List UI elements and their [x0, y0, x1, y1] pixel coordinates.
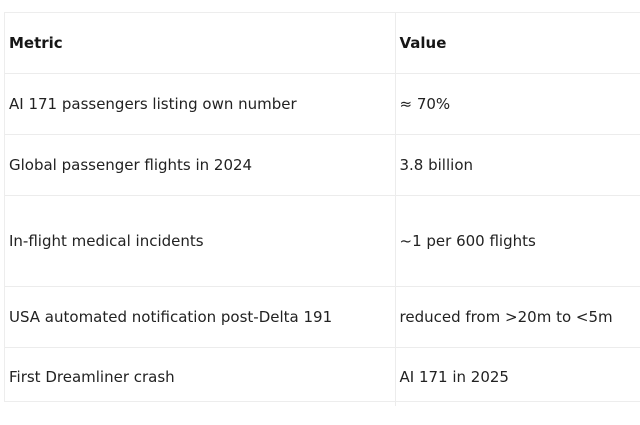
data-table-container: Metric Value AI 171 passengers listing o…	[4, 12, 640, 406]
metrics-table: Metric Value AI 171 passengers listing o…	[5, 13, 640, 406]
value-cell: ~1 per 600 flights	[394, 195, 640, 287]
table-row: In-flight medical incidents ~1 per 600 f…	[5, 195, 640, 287]
metric-cell: USA automated notification post-Delta 19…	[5, 286, 395, 348]
value-cell: AI 171 in 2025	[394, 347, 640, 406]
metric-cell: In-flight medical incidents	[5, 195, 395, 287]
table-row: Global passenger flights in 2024 3.8 bil…	[5, 134, 640, 196]
value-cell: 3.8 billion	[394, 134, 640, 196]
value-cell: ≈ 70%	[394, 73, 640, 135]
table-header-row: Metric Value	[5, 13, 640, 74]
table-row: AI 171 passengers listing own number ≈ 7…	[5, 73, 640, 135]
table-row: USA automated notification post-Delta 19…	[5, 286, 640, 348]
value-column-header: Value	[394, 13, 640, 74]
metric-column-header: Metric	[5, 13, 395, 74]
value-cell: reduced from >20m to <5m	[394, 286, 640, 348]
metric-cell: First Dreamliner crash	[9, 368, 175, 386]
table-row: First Dreamliner crash AI 171 in 2025	[5, 347, 640, 406]
metric-cell: Global passenger flights in 2024	[5, 134, 395, 196]
metric-cell: AI 171 passengers listing own number	[5, 73, 395, 135]
